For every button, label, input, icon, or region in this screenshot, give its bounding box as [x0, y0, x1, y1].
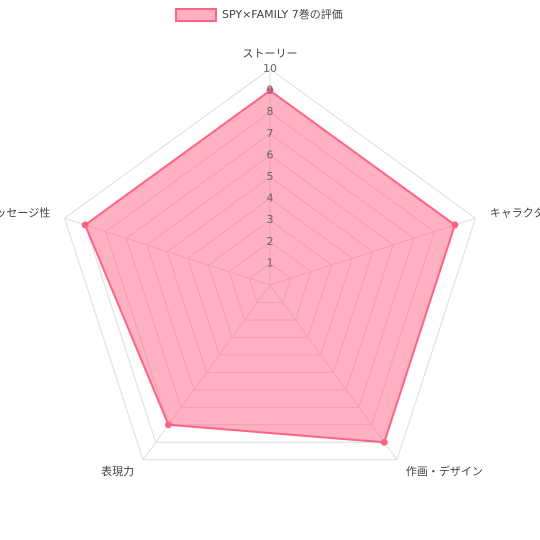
radar-point [164, 421, 172, 429]
radar-point [81, 221, 89, 229]
axis-label: 作画・デザイン [406, 464, 483, 478]
grid-polygon [63, 68, 477, 461]
r-tick-label: 10 [263, 62, 277, 75]
legend-label: SPY×FAMILY 7巻の評価 [222, 7, 343, 21]
r-tick-label: 9 [267, 84, 274, 97]
r-tick-label: 6 [267, 148, 274, 161]
r-tick-label: 1 [267, 256, 274, 269]
r-tick-label: 5 [267, 170, 274, 183]
radar-area [83, 89, 457, 444]
r-tick-label: 8 [267, 105, 274, 118]
radar-point [451, 221, 459, 229]
radar-point [266, 87, 274, 95]
r-tick-label: 3 [267, 213, 274, 226]
r-tick-label: 4 [267, 192, 274, 205]
r-tick-label: 7 [267, 127, 274, 140]
axis-label: メッセージ性 [0, 206, 50, 220]
axis-label: キャラクター [490, 207, 540, 220]
legend-swatch [175, 8, 217, 22]
r-tick-label: 2 [267, 235, 274, 248]
axis-label: ストーリー [243, 47, 298, 60]
radar-point [380, 438, 388, 446]
axis-label: 表現力 [101, 464, 134, 478]
